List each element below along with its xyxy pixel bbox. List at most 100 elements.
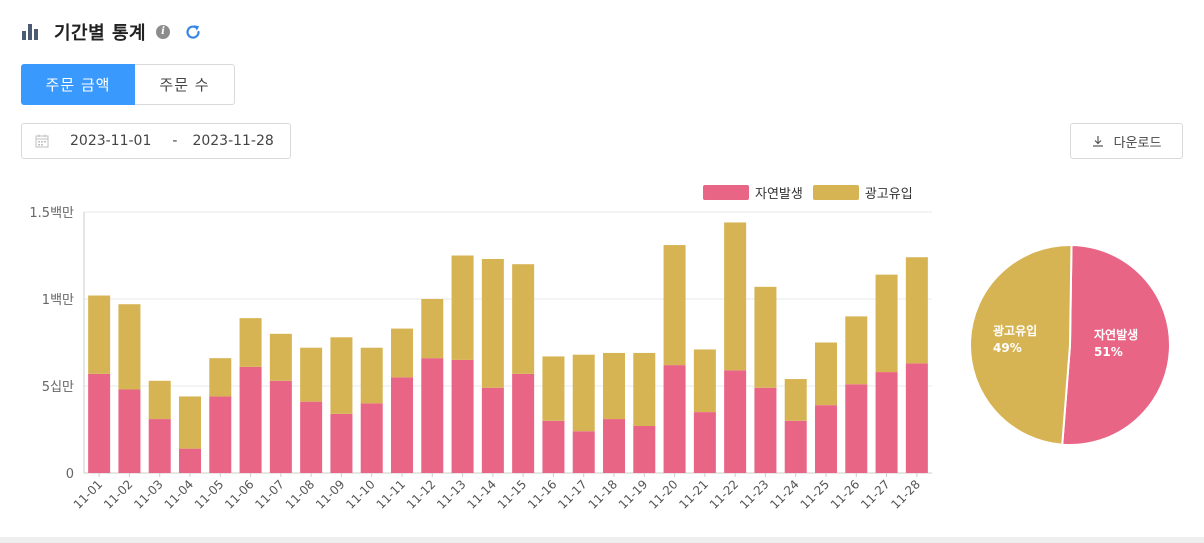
bar-natural[interactable] bbox=[905, 363, 928, 473]
chart-legend: 자연발생 광고유입 bbox=[703, 183, 923, 202]
download-label: 다운로드 bbox=[1113, 135, 1162, 151]
tab-order-amount[interactable]: 주문 금액 bbox=[21, 64, 135, 105]
pie-slice-ad[interactable] bbox=[969, 244, 1073, 446]
bar-natural[interactable] bbox=[88, 373, 111, 473]
bar-natural[interactable] bbox=[148, 419, 171, 473]
bar-ad[interactable] bbox=[391, 328, 413, 378]
x-tick-label: 11-05 bbox=[192, 477, 227, 512]
bar-natural[interactable] bbox=[239, 366, 262, 473]
legend-label-natural: 자연발생 bbox=[755, 187, 803, 202]
bar-ad[interactable] bbox=[179, 396, 201, 449]
bar-natural[interactable] bbox=[330, 413, 353, 473]
bar-ad[interactable] bbox=[451, 255, 474, 360]
bar-ad[interactable] bbox=[118, 304, 141, 390]
download-button[interactable]: 다운로드 bbox=[1070, 123, 1183, 159]
x-tick-label: 11-06 bbox=[222, 477, 257, 512]
pie-chart: 자연발생 51% 광고유입 49% bbox=[969, 243, 1172, 446]
bar-ad[interactable] bbox=[754, 286, 777, 388]
bar-ad[interactable] bbox=[148, 380, 171, 420]
bar-ad[interactable] bbox=[603, 352, 625, 420]
bar-natural[interactable] bbox=[451, 359, 474, 473]
bar-ad[interactable] bbox=[815, 342, 837, 406]
bar-natural[interactable] bbox=[572, 431, 595, 473]
bar-natural[interactable] bbox=[633, 426, 656, 473]
bar-ad[interactable] bbox=[784, 379, 807, 421]
x-tick-label: 11-03 bbox=[131, 477, 166, 512]
bar-natural[interactable] bbox=[512, 373, 535, 473]
bar-ad[interactable] bbox=[269, 333, 292, 381]
pie-label-percent: 51% bbox=[1094, 345, 1123, 359]
bar-natural[interactable] bbox=[118, 389, 141, 473]
bar-ad[interactable] bbox=[542, 356, 565, 421]
section-header: 기간별 통계 i bbox=[22, 18, 202, 46]
bar-ad[interactable] bbox=[724, 222, 747, 371]
bar-natural[interactable] bbox=[179, 448, 201, 473]
bottom-divider bbox=[0, 537, 1204, 543]
x-tick-label: 11-07 bbox=[252, 477, 287, 512]
bar-ad[interactable] bbox=[421, 299, 444, 359]
x-tick-label: 11-14 bbox=[464, 477, 499, 512]
bar-natural[interactable] bbox=[724, 370, 747, 473]
bar-natural[interactable] bbox=[693, 412, 716, 473]
bar-ad[interactable] bbox=[905, 257, 928, 364]
calendar-icon bbox=[35, 134, 49, 148]
refresh-icon[interactable] bbox=[184, 23, 202, 41]
metric-tabs: 주문 금액 주문 수 bbox=[21, 64, 235, 105]
legend-swatch-ad bbox=[812, 185, 859, 200]
bar-natural[interactable] bbox=[300, 401, 323, 473]
pie-slice-natural[interactable] bbox=[1061, 243, 1172, 446]
bar-natural[interactable] bbox=[360, 403, 383, 473]
info-icon[interactable]: i bbox=[156, 25, 171, 39]
bar-natural[interactable] bbox=[663, 365, 686, 473]
date-range-picker[interactable]: 2023-11-01 - 2023-11-28 bbox=[21, 123, 291, 159]
legend-item-natural[interactable]: 자연발생 bbox=[703, 183, 803, 202]
bar-natural[interactable] bbox=[603, 419, 625, 473]
bar-ad[interactable] bbox=[663, 245, 686, 366]
legend-item-ad[interactable]: 광고유입 bbox=[812, 183, 913, 202]
x-tick-label: 11-13 bbox=[434, 477, 469, 512]
y-tick-label: 0 bbox=[66, 467, 74, 482]
x-tick-label: 11-21 bbox=[676, 477, 711, 512]
bar-ad[interactable] bbox=[845, 316, 868, 385]
x-tick-label: 11-04 bbox=[162, 477, 197, 512]
end-date-input[interactable]: 2023-11-28 bbox=[192, 133, 274, 149]
x-tick-label: 11-11 bbox=[374, 477, 409, 512]
bar-natural[interactable] bbox=[421, 358, 444, 473]
x-tick-label: 11-10 bbox=[343, 477, 378, 512]
bar-ad[interactable] bbox=[330, 337, 353, 414]
bar-ad[interactable] bbox=[512, 264, 535, 374]
bar-ad[interactable] bbox=[209, 358, 232, 397]
bar-natural[interactable] bbox=[815, 405, 837, 473]
start-date-input[interactable]: 2023-11-01 bbox=[70, 133, 152, 149]
x-tick-label: 11-25 bbox=[798, 477, 833, 512]
x-tick-label: 11-17 bbox=[555, 477, 590, 512]
x-tick-label: 11-01 bbox=[71, 477, 106, 512]
bar-natural[interactable] bbox=[754, 387, 777, 473]
bar-natural[interactable] bbox=[845, 384, 868, 473]
bar-ad[interactable] bbox=[300, 347, 323, 402]
y-tick-label: 5십만 bbox=[42, 380, 74, 395]
bar-ad[interactable] bbox=[360, 347, 383, 404]
bar-ad[interactable] bbox=[239, 318, 262, 367]
bar-ad[interactable] bbox=[572, 354, 595, 432]
bar-natural[interactable] bbox=[209, 396, 232, 473]
bar-ad[interactable] bbox=[481, 258, 504, 388]
download-icon bbox=[1092, 136, 1103, 147]
bar-natural[interactable] bbox=[542, 420, 565, 473]
bar-ad[interactable] bbox=[693, 349, 716, 413]
bar-natural[interactable] bbox=[391, 377, 413, 473]
y-tick-label: 1.5백만 bbox=[29, 206, 74, 221]
bar-natural[interactable] bbox=[784, 420, 807, 473]
tab-order-count[interactable]: 주문 수 bbox=[135, 64, 235, 105]
bar-natural[interactable] bbox=[875, 372, 898, 473]
bar-ad[interactable] bbox=[875, 274, 898, 373]
date-separator: - bbox=[172, 133, 178, 149]
x-tick-label: 11-23 bbox=[737, 477, 772, 512]
bar-natural[interactable] bbox=[481, 387, 504, 473]
page-title: 기간별 통계 bbox=[54, 23, 147, 44]
x-tick-label: 11-27 bbox=[858, 477, 893, 512]
bar-natural[interactable] bbox=[269, 380, 292, 473]
bar-ad[interactable] bbox=[633, 352, 656, 427]
y-tick-label: 1백만 bbox=[42, 293, 74, 308]
bar-ad[interactable] bbox=[88, 295, 111, 374]
